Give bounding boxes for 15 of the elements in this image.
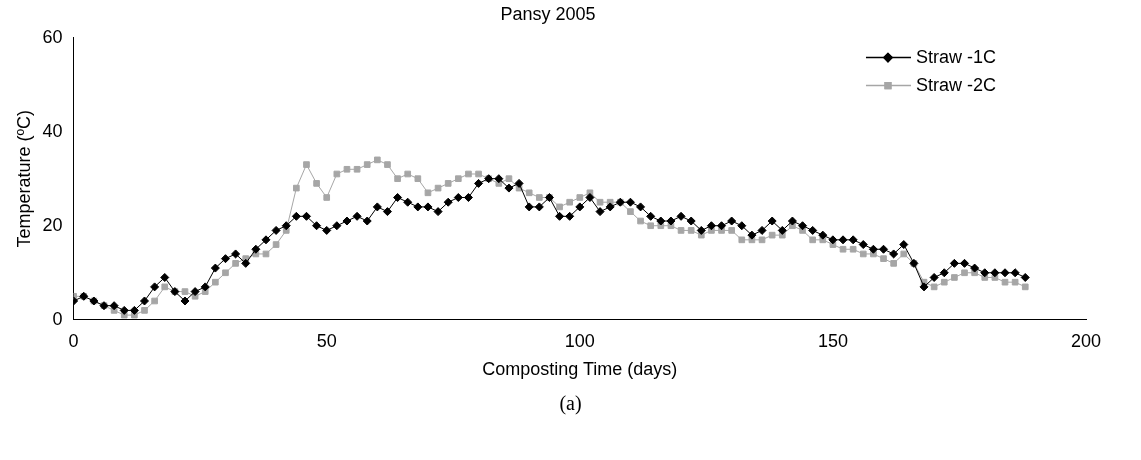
legend-label: Straw -1C — [915, 46, 996, 67]
text: (a) — [558, 392, 583, 415]
y-axis-title: Temperature (ºC) — [13, 109, 34, 248]
x-tick-label: 150 — [817, 330, 848, 351]
y-tick-label: 0 — [52, 308, 63, 329]
x-tick-label: 50 — [316, 330, 337, 351]
chart-title: Pansy 2005 — [500, 3, 596, 24]
x-axis-title: Composting Time (days) — [482, 359, 678, 380]
y-tick-label: 60 — [42, 26, 63, 47]
y-tick-label: 40 — [42, 120, 63, 141]
y-tick-label: 20 — [42, 214, 63, 235]
legend-label: Straw -2C — [915, 74, 996, 95]
x-tick-label: 100 — [564, 330, 595, 351]
x-tick-label: 200 — [1070, 330, 1102, 351]
x-tick-label: 0 — [68, 330, 79, 351]
